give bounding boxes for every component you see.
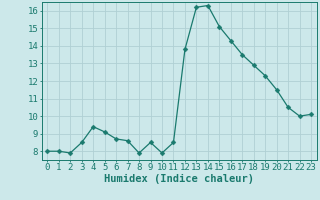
X-axis label: Humidex (Indice chaleur): Humidex (Indice chaleur) <box>104 174 254 184</box>
